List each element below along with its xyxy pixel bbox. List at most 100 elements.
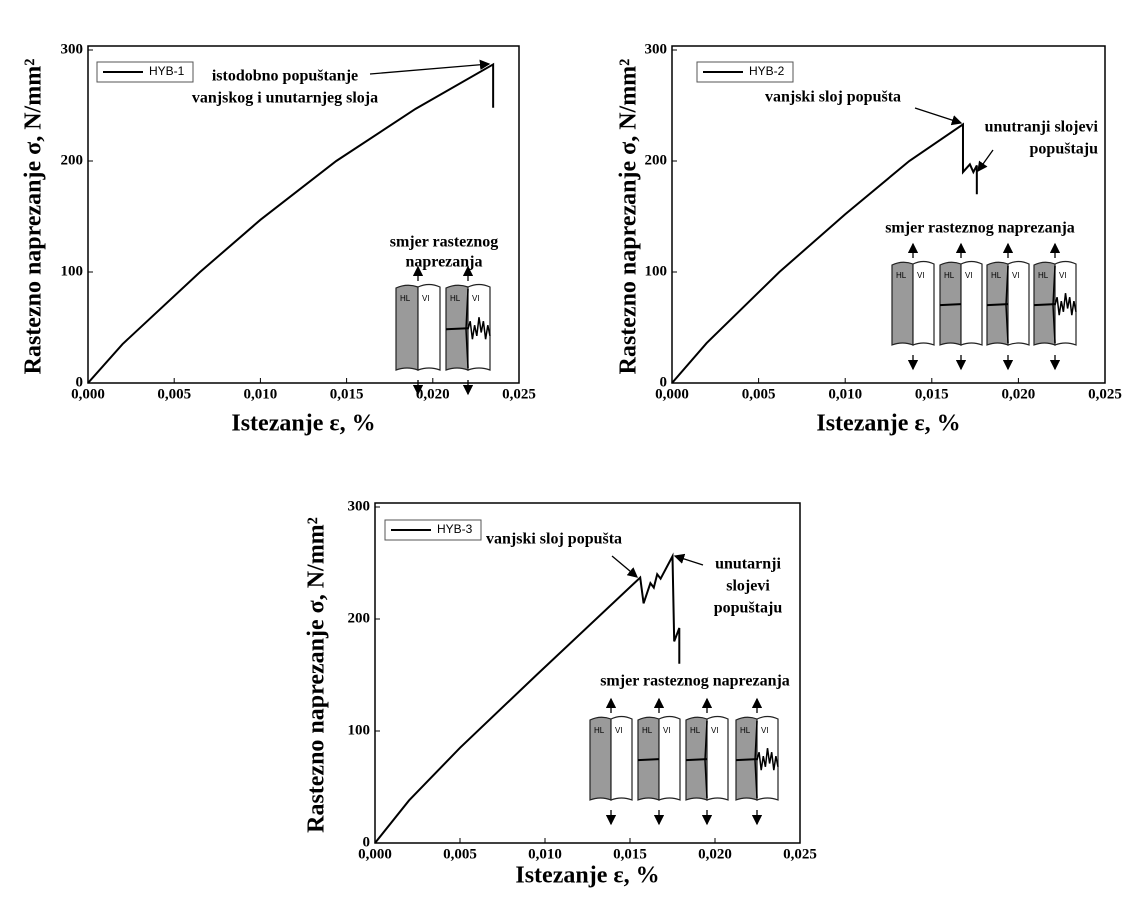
legend-label: HYB-1	[149, 64, 185, 78]
specimen-label: HL	[896, 271, 907, 280]
legend-label: HYB-2	[749, 64, 785, 78]
crack	[465, 288, 469, 369]
y-tick-label: 200	[61, 152, 84, 168]
specimen-vi	[912, 260, 935, 346]
x-tick-label: 0,005	[742, 386, 776, 402]
crack	[939, 303, 962, 307]
specimen-label: VI	[422, 294, 430, 303]
y-tick-label: 0	[363, 834, 371, 850]
specimen-label: HL	[1038, 271, 1049, 280]
x-axis-title: Istezanje ε, %	[816, 411, 960, 437]
crack	[637, 758, 660, 762]
x-tick-label: 0,015	[330, 386, 364, 402]
legend-label: HYB-3	[437, 522, 473, 536]
crack	[685, 758, 708, 762]
specimen-label: VI	[1059, 271, 1067, 280]
specimen: HL VI	[445, 265, 491, 396]
plot-frame	[87, 45, 520, 384]
annotation-arrow	[611, 555, 638, 578]
inset-caption: naprezanja	[405, 254, 482, 271]
specimen: HL VI	[891, 242, 935, 371]
x-tick-label: 0,005	[157, 386, 191, 402]
specimen-vi	[756, 715, 779, 801]
legend-box	[384, 519, 482, 541]
specimen: HL VI	[1033, 242, 1077, 371]
specimen-vi	[960, 260, 983, 346]
specimen-label: HL	[991, 271, 1002, 280]
y-tick-label: 300	[61, 41, 84, 57]
specimen-label: VI	[711, 726, 719, 735]
x-tick-label: 0,020	[698, 846, 732, 862]
x-tick-label: 0,000	[71, 386, 105, 402]
data-line	[87, 62, 495, 384]
inset-caption: smjer rasteznog naprezanja	[885, 220, 1075, 237]
annotation: slojevi	[726, 578, 770, 595]
x-tick-label: 0,000	[655, 386, 689, 402]
y-axis-title: Rastezno naprezanje σ, N/mm²	[616, 59, 642, 375]
y-tick-label: 100	[348, 722, 371, 738]
specimen-label: VI	[663, 726, 671, 735]
specimen-vi	[610, 715, 633, 801]
crack	[1054, 293, 1077, 316]
y-tick-label: 100	[645, 263, 668, 279]
crack	[704, 720, 708, 799]
x-axis-title: Istezanje ε, %	[231, 411, 375, 437]
specimen-vi	[1054, 260, 1077, 346]
specimen-label: VI	[1012, 271, 1020, 280]
specimen-label: HL	[450, 294, 461, 303]
specimen-label: VI	[761, 726, 769, 735]
y-tick-label: 0	[660, 374, 668, 390]
specimen-label: HL	[642, 726, 653, 735]
specimen-vi	[417, 283, 441, 371]
inset-caption: smjer rasteznog naprezanja	[600, 673, 790, 690]
specimen-label: HL	[400, 294, 411, 303]
plot-frame	[374, 502, 801, 844]
annotation: unutarnji	[715, 556, 781, 573]
annotation: vanjski sloj popušta	[486, 531, 622, 548]
y-tick-label: 200	[348, 610, 371, 626]
crack	[1005, 265, 1009, 344]
annotation-arrow	[673, 553, 704, 566]
crack	[756, 748, 779, 771]
y-tick-label: 300	[645, 41, 668, 57]
x-tick-label: 0,025	[502, 386, 536, 402]
specimen: HL VI	[735, 697, 779, 826]
y-axis-title: Rastezno naprezanje σ, N/mm²	[304, 517, 330, 833]
x-tick-label: 0,025	[783, 846, 817, 862]
x-tick-label: 0,015	[915, 386, 949, 402]
data-line	[671, 122, 978, 384]
legend-box	[96, 61, 194, 83]
legend-box	[696, 61, 794, 83]
annotation: vanjskog i unutarnjeg sloja	[192, 90, 378, 107]
y-tick-label: 300	[348, 498, 371, 514]
specimen-label: VI	[917, 271, 925, 280]
specimen: HL VI	[939, 242, 983, 371]
specimen: HL VI	[637, 697, 681, 826]
crack	[1033, 303, 1056, 307]
crack	[1052, 265, 1056, 344]
specimen-label: VI	[472, 294, 480, 303]
specimen-label: HL	[740, 726, 751, 735]
specimen: HL VI	[395, 265, 441, 396]
data-line	[374, 552, 681, 844]
x-tick-label: 0,010	[828, 386, 862, 402]
annotation-arrow	[914, 107, 963, 126]
y-tick-label: 0	[76, 374, 84, 390]
x-axis-title: Istezanje ε, %	[515, 863, 659, 889]
specimen-label: HL	[690, 726, 701, 735]
specimen: HL VI	[685, 697, 729, 826]
x-tick-label: 0,010	[244, 386, 278, 402]
annotation-arrow	[369, 59, 491, 75]
specimen-label: VI	[615, 726, 623, 735]
annotation: unutranji slojevi	[985, 119, 1099, 136]
specimen-label: HL	[944, 271, 955, 280]
annotation: istodobno popuštanje	[212, 68, 358, 85]
specimen-label: HL	[594, 726, 605, 735]
specimen-vi	[467, 283, 491, 371]
specimen-vi	[658, 715, 681, 801]
crack	[986, 303, 1009, 307]
x-tick-label: 0,015	[613, 846, 647, 862]
specimen-vi	[706, 715, 729, 801]
specimen: HL VI	[589, 697, 633, 826]
